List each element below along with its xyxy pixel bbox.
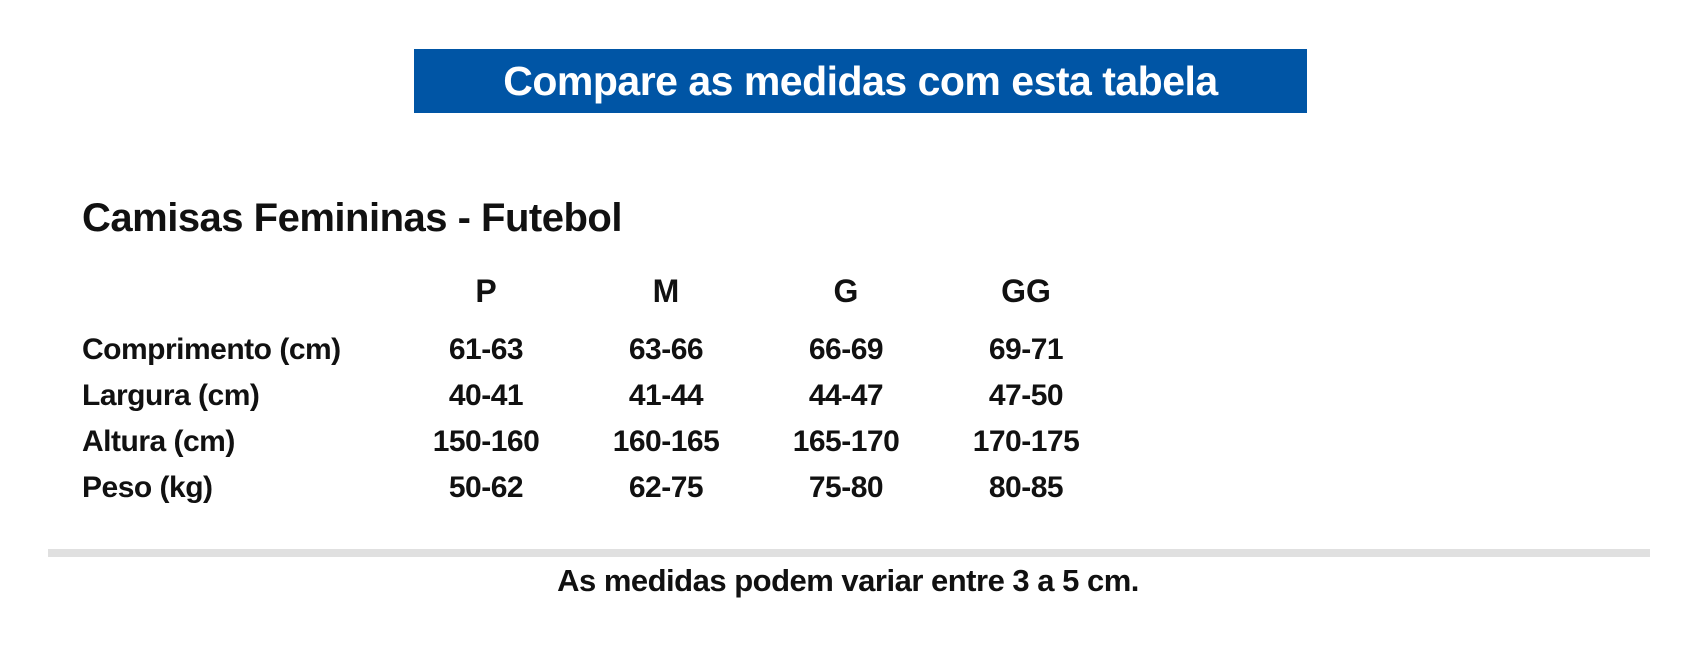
banner: Compare as medidas com esta tabela [414,49,1307,113]
row-label: Peso (kg) [82,471,213,504]
table-row-peso: Peso (kg) 50-62 62-75 75-80 80-85 [82,465,1116,511]
cell-value: 165-170 [792,425,900,458]
cell-value: 44-47 [808,379,884,412]
row-label: Comprimento (cm) [82,333,341,366]
cell-value: 160-165 [612,425,720,458]
cell-value: 150-160 [432,425,540,458]
section-title: Camisas Femininas - Futebol [82,196,622,240]
column-header-g: G [833,272,859,309]
cell-value: 170-175 [972,425,1080,458]
corner-cell [82,255,396,327]
size-table: P M G GG Comprimento (cm) 61-63 63-66 66… [82,255,1116,511]
size-table-header-row: P M G GG [82,255,1116,327]
cell-value: 62-75 [628,471,704,504]
banner-title: Compare as medidas com esta tabela [503,57,1218,104]
row-label: Largura (cm) [82,379,260,412]
table-row-altura: Altura (cm) 150-160 160-165 165-170 170-… [82,419,1116,465]
column-header-gg: GG [1001,272,1051,309]
cell-value: 47-50 [988,379,1064,412]
column-header-m: M [652,272,680,309]
cell-value: 75-80 [808,471,884,504]
table-row-comprimento: Comprimento (cm) 61-63 63-66 66-69 69-71 [82,327,1116,373]
table-row-largura: Largura (cm) 40-41 41-44 44-47 47-50 [82,373,1116,419]
column-header-p: P [475,272,497,309]
cell-value: 40-41 [448,379,524,412]
cell-value: 66-69 [808,333,884,366]
cell-value: 41-44 [628,379,704,412]
footer-note: As medidas podem variar entre 3 a 5 cm. [557,563,1139,598]
cell-value: 63-66 [628,333,704,366]
cell-value: 80-85 [988,471,1064,504]
cell-value: 69-71 [988,333,1064,366]
cell-value: 61-63 [448,333,524,366]
cell-value: 50-62 [448,471,524,504]
divider [48,549,1650,557]
row-label: Altura (cm) [82,425,235,458]
